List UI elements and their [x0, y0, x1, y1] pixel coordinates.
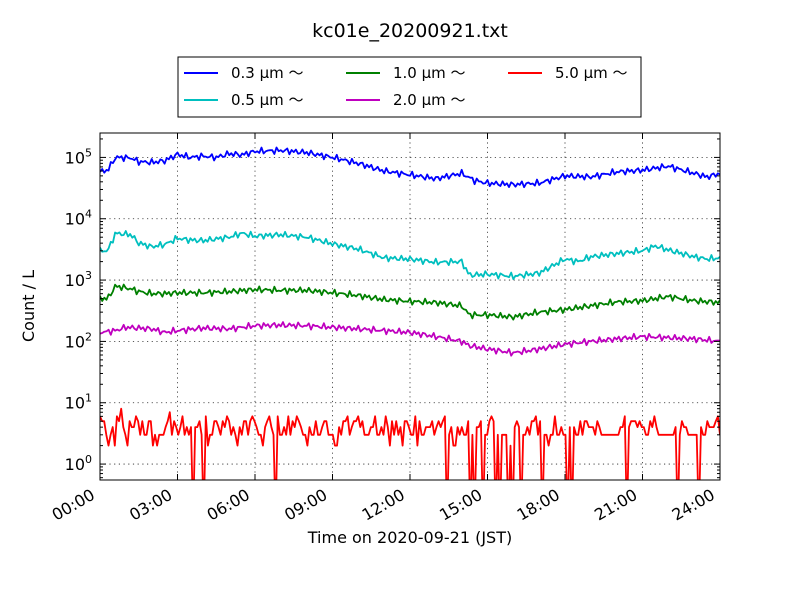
chart-title: kc01e_20200921.txt	[312, 20, 508, 42]
legend-box	[177, 56, 642, 118]
x-axis-label: Time on 2020-09-21 (JST)	[307, 528, 512, 547]
y-tick-label: 105	[65, 146, 92, 167]
y-tick-label: 100	[65, 453, 92, 474]
series-line-4	[100, 321, 720, 357]
axis-ticks	[99, 133, 721, 480]
legend: 0.3 μm ～ 0.5 μm ～ 1.0 μm ～ 2.0 μm ～ 5.0 μm ～	[177, 56, 642, 118]
series-line-5	[100, 407, 720, 480]
legend-label: 1.0 μm ～	[393, 64, 466, 82]
series-line-1	[100, 146, 720, 189]
legend-label: 0.5 μm ～	[231, 91, 304, 109]
y-tick-label: 104	[65, 208, 92, 229]
legend-label: 2.0 μm ～	[393, 91, 466, 109]
y-axis-label: Count / L	[19, 270, 38, 342]
series-line-2	[100, 230, 720, 280]
legend-label: 0.3 μm ～	[231, 64, 304, 82]
y-tick-label: 101	[65, 392, 92, 413]
legend-label: 5.0 μm ～	[555, 64, 628, 82]
series-line-3	[100, 283, 720, 321]
series-group	[100, 146, 720, 480]
y-tick-label: 103	[65, 269, 92, 290]
y-tick-label: 102	[65, 330, 92, 351]
